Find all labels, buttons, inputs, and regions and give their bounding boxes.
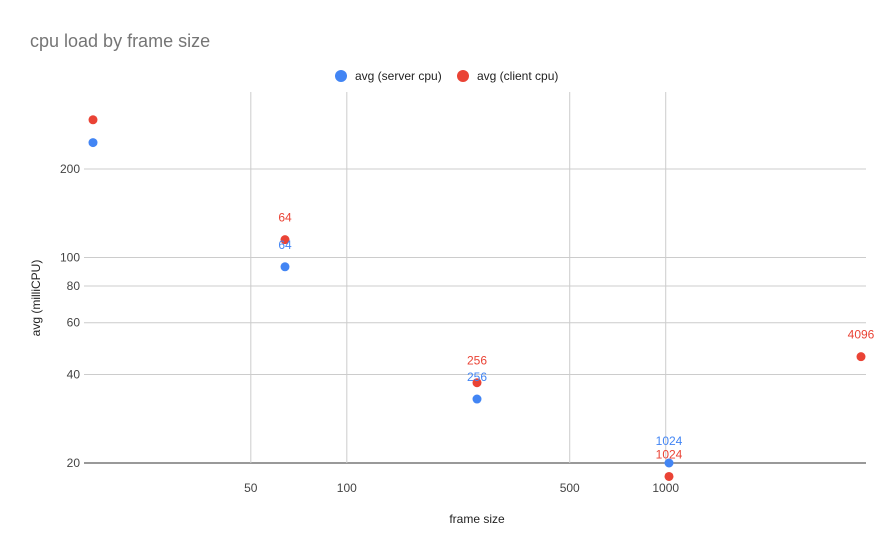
data-labels: 64 256 1024 64 256 1024 4096 (278, 211, 874, 462)
y-tick-label: 40 (67, 367, 81, 381)
data-label-client: 64 (278, 211, 292, 225)
data-label-client: 256 (467, 354, 487, 368)
x-tick-label: 100 (337, 481, 357, 495)
data-label-server: 64 (278, 238, 292, 252)
y-tick-labels: 20 40 60 80 100 200 (60, 162, 80, 470)
data-point-server (664, 458, 674, 468)
legend-label-client: avg (client cpu) (477, 69, 558, 83)
data-point-client (664, 471, 674, 481)
data-point-client (88, 115, 98, 125)
data-point-client (856, 352, 866, 362)
x-tick-label: 50 (244, 481, 258, 495)
x-axis-label: frame size (449, 512, 505, 526)
y-tick-label: 20 (67, 456, 81, 470)
y-tick-label: 200 (60, 162, 80, 176)
data-point-client (472, 378, 482, 388)
y-tick-label: 60 (67, 316, 81, 330)
gridlines (84, 92, 866, 464)
data-point-server (472, 394, 482, 404)
data-point-client (280, 235, 290, 245)
data-points (88, 115, 866, 481)
data-label-client: 4096 (848, 328, 875, 342)
data-point-server (88, 138, 98, 148)
x-tick-labels: 50 100 500 1000 (244, 481, 679, 495)
chart-title: cpu load by frame size (30, 31, 210, 51)
legend-marker-server (335, 70, 347, 82)
data-label-server: 256 (467, 370, 487, 384)
legend-label-server: avg (server cpu) (355, 69, 442, 83)
y-tick-label: 100 (60, 251, 80, 265)
legend-marker-client (457, 70, 469, 82)
data-label-client: 1024 (656, 447, 683, 461)
y-tick-label: 80 (67, 279, 81, 293)
data-label-server: 1024 (656, 434, 683, 448)
data-point-server (280, 262, 290, 272)
y-axis-label: avg (milliCPU) (29, 260, 43, 337)
legend: avg (server cpu) avg (client cpu) (335, 69, 558, 83)
x-tick-label: 1000 (652, 481, 679, 495)
x-tick-label: 500 (560, 481, 580, 495)
